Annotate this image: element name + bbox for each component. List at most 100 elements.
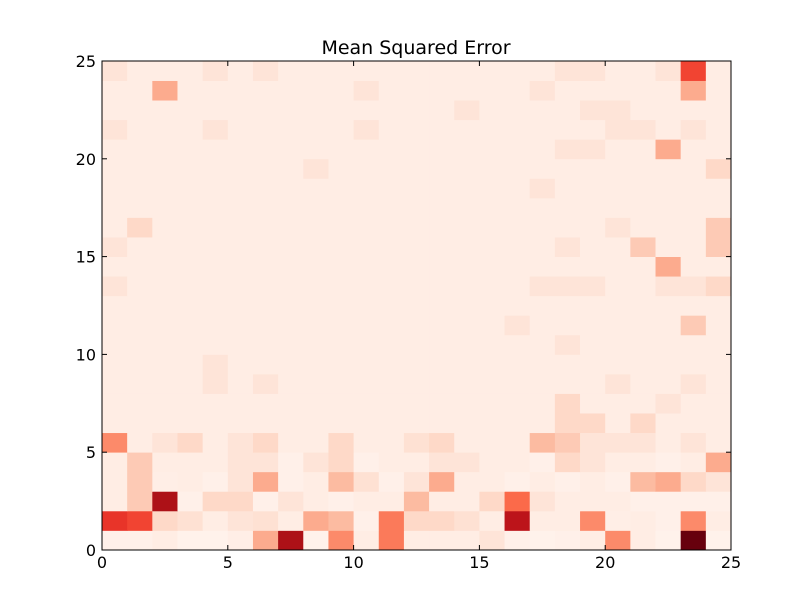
heatmap-cell (605, 158, 631, 179)
heatmap-cell (554, 491, 581, 512)
heatmap-cell (630, 217, 656, 238)
heatmap-cell (227, 393, 254, 414)
heatmap-cell (655, 139, 682, 160)
heatmap-cell (680, 510, 707, 531)
heatmap-cell (504, 197, 531, 218)
heatmap-cell (504, 61, 531, 81)
heatmap-cell (252, 158, 279, 179)
heatmap-cell (680, 100, 707, 121)
heatmap-cell (152, 315, 178, 336)
heatmap-cell (705, 373, 732, 394)
heatmap-cell (353, 413, 380, 434)
x-tick-label: 10 (343, 553, 363, 572)
heatmap-cell (177, 452, 204, 473)
heatmap-cell (202, 471, 229, 492)
heatmap-cell (429, 61, 455, 81)
heatmap-cell (454, 178, 480, 199)
heatmap-cell (454, 393, 480, 414)
heatmap-cell (479, 100, 505, 121)
heatmap-cell (554, 373, 581, 394)
heatmap-cell (202, 510, 229, 531)
heatmap-cell (102, 100, 128, 121)
heatmap-cell (227, 276, 254, 297)
heatmap-cell (152, 295, 178, 316)
heatmap-cell (655, 276, 682, 297)
heatmap-cell (353, 178, 380, 199)
heatmap-cell (328, 393, 354, 414)
heatmap-cell (303, 334, 329, 355)
heatmap-cell (429, 491, 455, 512)
heatmap-cell (605, 432, 631, 453)
heatmap-cell (353, 393, 380, 414)
heatmap-cell (429, 373, 455, 394)
heatmap-cell (202, 354, 229, 375)
heatmap-cell (479, 256, 505, 277)
heatmap-cell (328, 256, 354, 277)
heatmap-cell (554, 334, 581, 355)
heatmap-cell (378, 100, 405, 121)
heatmap-cell (630, 139, 656, 160)
heatmap-cell (655, 158, 682, 179)
heatmap-cell (580, 452, 606, 473)
heatmap-cell (429, 530, 455, 551)
heatmap-cell (152, 432, 178, 453)
heatmap-cell (278, 452, 304, 473)
heatmap-cell (479, 315, 505, 336)
heatmap-cell (479, 178, 505, 199)
heatmap-cell (152, 413, 178, 434)
heatmap-cell (303, 452, 329, 473)
heatmap-cell (655, 452, 682, 473)
heatmap-cell (328, 178, 354, 199)
heatmap-cell (454, 471, 480, 492)
heatmap-cell (252, 413, 279, 434)
heatmap-cell (252, 393, 279, 414)
heatmap-cell (429, 354, 455, 375)
heatmap-cell (177, 139, 204, 160)
heatmap-cell (680, 432, 707, 453)
heatmap-cell (328, 217, 354, 238)
heatmap-cell (177, 178, 204, 199)
heatmap-cell (202, 237, 229, 257)
heatmap-cell (429, 334, 455, 355)
heatmap-cell (655, 530, 682, 551)
heatmap-cell (504, 373, 531, 394)
heatmap-cell (252, 530, 279, 551)
heatmap-cell (479, 197, 505, 218)
heatmap-cell (580, 197, 606, 218)
heatmap-cell (429, 510, 455, 531)
y-tick-label: 0 (86, 541, 96, 560)
heatmap-cell (403, 80, 430, 101)
heatmap-cell (378, 373, 405, 394)
heatmap-cell (303, 237, 329, 257)
heatmap-cell (127, 197, 153, 218)
heatmap-cell (252, 315, 279, 336)
heatmap-cell (353, 237, 380, 257)
heatmap-cell (630, 471, 656, 492)
heatmap-cell (630, 295, 656, 316)
heatmap-cell (303, 295, 329, 316)
heatmap-cell (303, 276, 329, 297)
heatmap-cell (278, 491, 304, 512)
heatmap-cell (680, 295, 707, 316)
heatmap-cell (504, 510, 531, 531)
heatmap-cell (378, 256, 405, 277)
heatmap-cell (127, 354, 153, 375)
heatmap-cell (152, 471, 178, 492)
heatmap-cell (605, 471, 631, 492)
heatmap-cell (378, 334, 405, 355)
heatmap-cell (554, 413, 581, 434)
heatmap-cell (630, 197, 656, 218)
heatmap-cell (529, 452, 556, 473)
heatmap-cell (479, 295, 505, 316)
heatmap-cell (328, 491, 354, 512)
heatmap-cell (705, 295, 732, 316)
heatmap-cell (504, 119, 531, 140)
heatmap-cell (630, 315, 656, 336)
x-tick-label: 20 (595, 553, 615, 572)
heatmap-cell (705, 334, 732, 355)
heatmap-cell (278, 237, 304, 257)
heatmap-cell (554, 197, 581, 218)
heatmap-cell (630, 452, 656, 473)
heatmap-cell (554, 315, 581, 336)
